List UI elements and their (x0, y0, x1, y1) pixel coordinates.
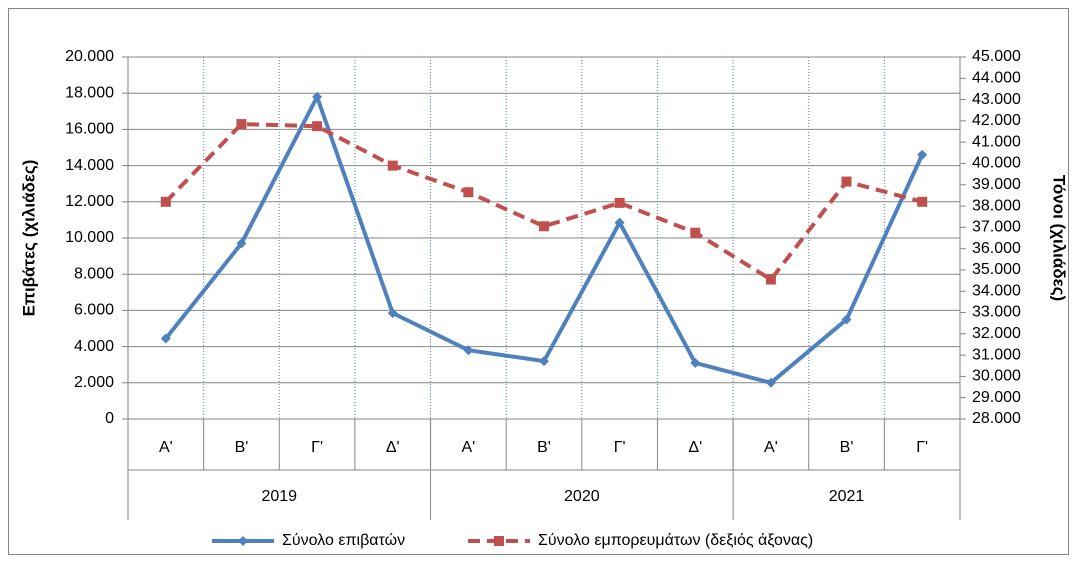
x-tick-label: Δ' (688, 439, 702, 456)
data-point (312, 91, 323, 102)
data-point (614, 217, 625, 228)
legend-label: Σύνολο επιβατών (282, 532, 405, 549)
data-point (160, 333, 171, 344)
y2-tick-label: 42.000 (972, 112, 1021, 129)
x-tick-label: Γ' (916, 439, 928, 456)
x-tick-label: Γ' (311, 439, 323, 456)
data-point (236, 238, 247, 249)
y2-tick-label: 36.000 (972, 240, 1021, 257)
data-point (917, 196, 928, 207)
data-point (614, 197, 625, 208)
y2-tick-label: 38.000 (972, 197, 1021, 214)
data-point (841, 314, 852, 325)
y2-tick-label: 44.000 (972, 70, 1021, 87)
x-tick-label: Β' (840, 439, 854, 456)
y-tick-label: 14.000 (65, 157, 114, 174)
y2-tick-label: 29.000 (972, 389, 1021, 406)
y-axis-title: Επιβάτες (χιλιάδες) (19, 160, 38, 317)
series-line (164, 122, 923, 283)
y2-tick-label: 30.000 (972, 368, 1021, 385)
data-point (539, 356, 549, 367)
data-point (539, 221, 549, 232)
legend-marker (494, 536, 504, 546)
y2-tick-label: 34.000 (972, 282, 1021, 299)
y-tick-label: 12.000 (65, 193, 114, 210)
data-point (690, 357, 701, 368)
data-point (387, 160, 398, 171)
data-point (690, 227, 701, 238)
y-tick-label: 10.000 (65, 229, 114, 246)
y2-tick-label: 39.000 (972, 176, 1021, 193)
data-point (917, 149, 928, 160)
data-point (841, 176, 852, 187)
x-tick-label: Γ' (614, 439, 626, 456)
y-tick-label: 0 (105, 410, 114, 427)
y2-tick-label: 31.000 (972, 346, 1021, 363)
y-tick-label: 6.000 (74, 302, 114, 319)
y2-tick-label: 32.000 (972, 325, 1021, 342)
data-point (765, 274, 776, 285)
y2-tick-label: 43.000 (972, 91, 1021, 108)
data-point (387, 308, 398, 319)
y-tick-label: 20.000 (65, 48, 114, 65)
y2-axis-title: Τόνοι (χιλιάδες) (1050, 175, 1069, 301)
data-point (236, 119, 247, 130)
data-point (312, 121, 323, 132)
group-label: 2019 (261, 488, 297, 505)
x-tick-label: Α' (764, 439, 778, 456)
y2-tick-label: 35.000 (972, 261, 1021, 278)
group-label: 2020 (564, 488, 600, 505)
legend-marker (238, 536, 248, 546)
y-tick-label: 18.000 (65, 84, 114, 101)
data-point (463, 345, 474, 356)
y2-tick-label: 37.000 (972, 219, 1021, 236)
y2-tick-label: 45.000 (972, 48, 1021, 65)
chart-border (8, 8, 1069, 555)
data-point (765, 377, 776, 388)
y-tick-label: 16.000 (65, 121, 114, 138)
y-tick-label: 2.000 (74, 374, 114, 391)
x-tick-label: Δ' (386, 439, 400, 456)
x-tick-label: Β' (235, 439, 249, 456)
data-point (463, 187, 474, 198)
legend-label: Σύνολο εμπορευμάτων (δεξιός άξονας) (538, 532, 813, 549)
y2-tick-label: 33.000 (972, 304, 1021, 321)
x-tick-label: Α' (461, 439, 475, 456)
data-point (160, 196, 171, 207)
y2-tick-label: 41.000 (972, 133, 1021, 150)
y2-tick-label: 40.000 (972, 155, 1021, 172)
y-tick-label: 8.000 (74, 265, 114, 282)
group-label: 2021 (829, 488, 865, 505)
x-tick-label: Β' (537, 439, 551, 456)
y-tick-label: 4.000 (74, 338, 114, 355)
x-tick-label: Α' (159, 439, 173, 456)
y2-tick-label: 28.000 (972, 410, 1021, 427)
